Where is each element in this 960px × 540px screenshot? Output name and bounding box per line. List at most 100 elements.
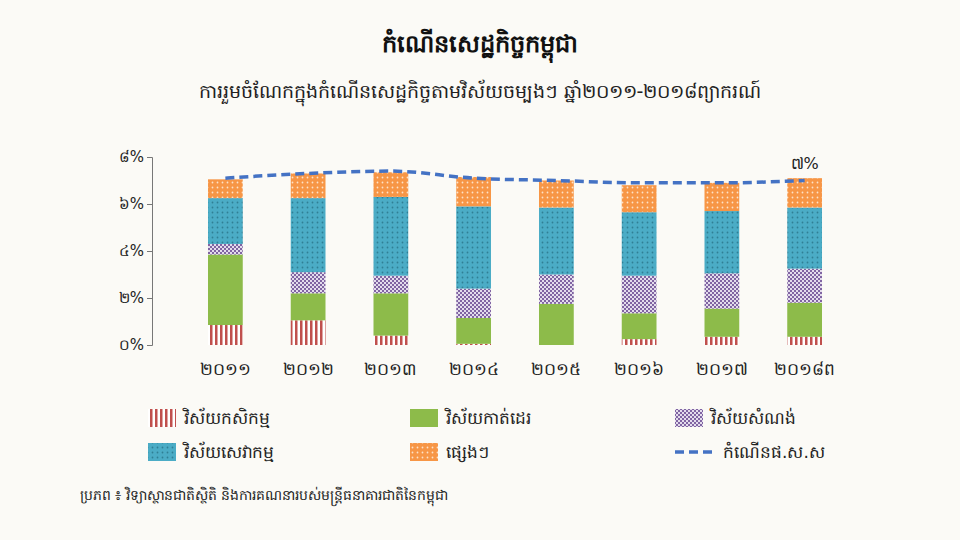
bar <box>787 269 822 303</box>
x-tick-label: ២០១៣ <box>364 359 417 379</box>
bar <box>373 172 408 197</box>
y-tick: ៤% <box>119 242 152 260</box>
annotation: ៧% <box>791 154 819 173</box>
bar-series <box>208 172 822 212</box>
bar <box>291 293 326 320</box>
bar <box>456 289 491 318</box>
x-tick-label: ២០១១ <box>200 359 251 379</box>
legend-label: កំណើនផ.ស.ស <box>723 441 825 462</box>
x-tick: ២០១៦ <box>614 359 664 379</box>
y-tick-label: ៨% <box>119 148 144 166</box>
y-tick-mark <box>147 251 152 252</box>
bar <box>704 337 739 345</box>
bar <box>291 198 326 272</box>
legend-swatch <box>410 443 438 461</box>
x-tick: ២០១៤ <box>449 359 499 379</box>
bar <box>622 276 657 314</box>
y-tick: ០% <box>119 336 152 354</box>
y-tick-mark <box>147 298 152 299</box>
x-tick-label: ២០១៥ <box>531 359 581 379</box>
bar <box>539 275 574 304</box>
x-tick-label: ២០១៧ <box>696 359 748 379</box>
x-tick: ២០១៧ <box>696 359 748 379</box>
bar <box>456 344 491 345</box>
y-tick-mark <box>147 204 152 205</box>
bar <box>704 309 739 337</box>
legend-item: កំណើនផ.ស.ស <box>675 441 825 462</box>
legend-swatch <box>148 443 176 461</box>
bar <box>291 320 326 345</box>
x-axis: ២០១១ ២០១២ ២០១៣ ២០១៤ ២០១៥ ២០១៦ ២០១៧ ២០១៨ព <box>200 359 835 379</box>
bar <box>291 173 326 198</box>
legend-item: វិស័យកសិកម្ម <box>148 407 270 428</box>
y-tick-mark <box>147 345 152 346</box>
bar <box>787 208 822 269</box>
bar <box>373 336 408 345</box>
bar <box>539 304 574 345</box>
x-tick-label: ២០១៤ <box>449 359 499 379</box>
legend-label: វិស័យកសិកម្ម <box>182 407 270 428</box>
x-tick-label: ២០១៦ <box>614 359 664 379</box>
x-tick: ២០១៨ព <box>774 359 835 379</box>
bar <box>622 185 657 212</box>
legend-item: វិស័យសេវាកម្ម <box>148 441 274 462</box>
x-tick: ២០១១ <box>200 359 251 379</box>
chart: កំណើនសេដ្ឋកិច្ចកម្ពុជាការរួមចំណែកក្នុងកំ… <box>0 0 960 540</box>
bar <box>622 313 657 339</box>
legend: វិស័យកសិកម្ម វិស័យកាត់ដេរ វិស័យសំណង់វិស័យស… <box>148 407 825 463</box>
bar <box>456 177 491 206</box>
bar <box>373 276 408 294</box>
legend-label: ផ្សេងៗ <box>446 442 489 463</box>
legend-item: ផ្សេងៗ <box>410 442 489 463</box>
bar <box>456 318 491 344</box>
subtitle: ការរួមចំណែកក្នុងកំណើនសេដ្ឋកិច្ចតាមវិស័យច… <box>199 79 762 107</box>
bar <box>622 339 657 345</box>
y-tick-label: ២% <box>119 289 144 307</box>
legend-swatch <box>148 409 176 427</box>
bar <box>704 211 739 273</box>
bar <box>208 244 243 255</box>
bar <box>456 206 491 288</box>
y-tick-label: ៤% <box>119 242 144 260</box>
y-tick: ២% <box>119 289 152 307</box>
bar <box>787 303 822 337</box>
bar <box>208 198 243 244</box>
bar <box>704 273 739 308</box>
y-tick: ៨% <box>119 148 152 166</box>
y-axis-line <box>147 158 153 346</box>
bar <box>539 208 574 275</box>
x-tick: ២០១៥ <box>531 359 581 379</box>
x-tick-label: ២០១៨ព <box>774 359 835 379</box>
legend-label: វិស័យសំណង់ <box>709 407 796 428</box>
source: ប្រភព ៖ វិទ្យាស្ថានជាតិស្ថិតិ និងការគណនា… <box>80 486 448 507</box>
bar <box>704 183 739 211</box>
legend-swatch <box>675 409 703 427</box>
x-tick: ២០១៣ <box>364 359 417 379</box>
legend-label: វិស័យសេវាកម្ម <box>182 441 274 462</box>
bar <box>208 325 243 345</box>
gdp-line <box>225 171 804 183</box>
x-tick-label: ២០១២ <box>283 359 334 379</box>
bar <box>291 272 326 293</box>
y-tick-label: ៦% <box>119 195 144 213</box>
bar <box>622 212 657 275</box>
bar <box>208 255 243 326</box>
bar <box>787 337 822 345</box>
y-tick-mark <box>147 157 152 158</box>
legend-label: វិស័យកាត់ដេរ <box>444 407 531 428</box>
bar <box>539 181 574 208</box>
y-tick-label: ០% <box>119 336 144 354</box>
title: កំណើនសេដ្ឋកិច្ចកម្ពុជា <box>382 28 578 63</box>
bar <box>373 293 408 335</box>
legend-swatch <box>410 409 438 427</box>
y-tick: ៦% <box>119 195 152 213</box>
y-axis: ០% ២% ៤% ៦% ៨% <box>119 148 153 354</box>
x-tick: ២០១២ <box>283 359 334 379</box>
bar <box>208 179 243 198</box>
bar <box>373 197 408 276</box>
legend-swatch <box>675 450 715 454</box>
background <box>0 0 960 540</box>
legend-item: វិស័យកាត់ដេរ <box>410 407 531 428</box>
plot-area <box>208 171 822 345</box>
legend-item: វិស័យសំណង់ <box>675 407 796 428</box>
